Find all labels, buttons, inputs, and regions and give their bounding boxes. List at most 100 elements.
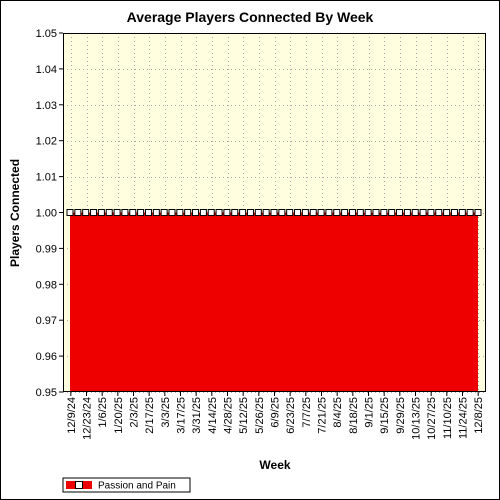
data-point-marker [466,209,474,216]
data-point-marker [317,209,325,216]
data-point-marker [105,209,113,216]
data-point-marker [160,209,168,216]
x-tick-label: 9/15/25 [379,397,391,434]
x-tick-label: 6/23/25 [285,397,297,434]
data-point-marker [333,209,341,216]
data-point-marker [74,209,82,216]
y-axis-ticks: 0.95 0.96 0.97 0.98 0.99 1.00 1.01 1.02 1.03 1.04… [36,28,63,399]
data-point-marker [450,209,458,216]
data-point-marker [372,209,380,216]
data-point-marker [403,209,411,216]
data-point-marker [435,209,443,216]
x-tick-label: 12/23/24 [82,397,94,440]
x-tick-label: 4/28/25 [223,397,235,434]
y-tick-label: 0.98 [36,279,57,291]
x-tick-label: 11/10/25 [442,397,454,439]
x-tick-label: 3/17/25 [176,397,188,434]
x-tick-label: 5/26/25 [254,397,266,434]
data-point-marker [325,209,333,216]
x-tick-label: 10/27/25 [426,397,438,440]
data-point-marker [294,209,302,216]
x-tick-label: 6/9/25 [270,397,282,428]
x-tick-label: 12/8/25 [473,397,485,434]
y-tick-label: 0.95 [36,387,57,399]
data-point-marker [97,209,105,216]
y-tick-label: 1.00 [36,208,57,220]
data-point-marker [129,209,137,216]
data-markers [66,209,482,216]
series-area [70,212,478,392]
data-point-marker [356,209,364,216]
x-tick-label: 9/1/25 [364,397,376,428]
legend-marker-icon [75,481,83,489]
plot-border [63,33,486,392]
x-tick-label: 2/17/25 [144,397,156,434]
x-tick-label: 7/7/25 [301,397,313,428]
data-point-marker [254,209,262,216]
legend-box [62,477,191,493]
x-tick-label: 5/12/25 [238,397,250,434]
data-point-marker [301,209,309,216]
y-tick-label: 1.04 [36,64,57,76]
data-point-marker [427,209,435,216]
x-tick-label: 1/20/25 [113,397,125,434]
data-point-marker [184,209,192,216]
data-point-marker [348,209,356,216]
y-axis-title: Players Connected [8,159,22,267]
data-point-marker [144,209,152,216]
x-axis-ticks: 12/9/24 12/23/24 1/6/25 1/20/25 2/3/25 2/17/2… [66,392,485,440]
data-point-marker [341,209,349,216]
x-tick-label: 8/18/25 [348,397,360,434]
x-tick-label: 3/3/25 [160,397,172,428]
x-tick-label: 8/4/25 [332,397,344,428]
x-tick-label: 10/13/25 [411,397,423,440]
data-point-marker [419,209,427,216]
data-point-marker [82,209,90,216]
data-point-marker [176,209,184,216]
data-point-marker [411,209,419,216]
data-area [70,212,478,392]
data-point-marker [113,209,121,216]
data-point-marker [458,209,466,216]
data-point-marker [443,209,451,216]
x-tick-label: 4/14/25 [207,397,219,434]
x-tick-label: 3/31/25 [191,397,203,434]
data-point-marker [152,209,160,216]
data-point-marker [231,209,239,216]
data-point-marker [474,209,482,216]
y-tick-label: 1.01 [36,172,57,184]
data-point-marker [199,209,207,216]
data-point-marker [215,209,223,216]
x-tick-label: 2/3/25 [129,397,141,428]
data-point-marker [192,209,200,216]
data-point-marker [380,209,388,216]
x-tick-label: 12/9/24 [66,397,78,434]
data-point-marker [270,209,278,216]
data-point-marker [286,209,294,216]
data-point-marker [364,209,372,216]
data-point-marker [388,209,396,216]
y-tick-label: 1.02 [36,136,57,148]
data-point-marker [223,209,231,216]
data-point-marker [66,209,74,216]
y-tick-label: 0.97 [36,315,57,327]
data-point-marker [168,209,176,216]
data-point-marker [239,209,247,216]
x-tick-label: 11/24/25 [458,397,470,439]
data-point-marker [278,209,286,216]
y-tick-label: 0.99 [36,243,57,255]
x-tick-label: 1/6/25 [97,397,109,428]
x-tick-label: 7/21/25 [317,397,329,434]
y-tick-label: 0.96 [36,351,57,363]
y-tick-label: 1.05 [36,28,57,40]
x-axis-title: Week [259,458,290,472]
data-point-marker [137,209,145,216]
data-point-marker [396,209,404,216]
legend: Passion and Pain [62,477,191,493]
data-point-marker [309,209,317,216]
data-point-marker [207,209,215,216]
data-point-marker [262,209,270,216]
data-point-marker [246,209,254,216]
data-point-marker [90,209,98,216]
